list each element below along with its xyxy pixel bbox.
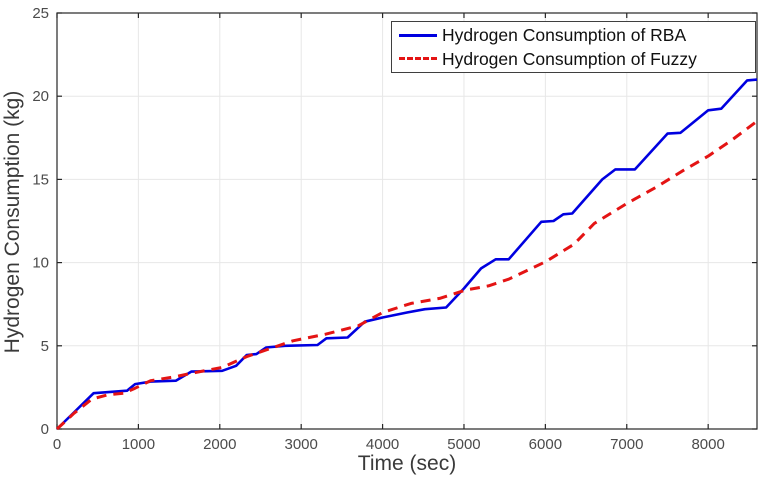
- y-tick-label-25: 25: [32, 5, 49, 22]
- x-tick-label-0: 0: [53, 436, 61, 453]
- y-tick-label-20: 20: [32, 88, 49, 105]
- legend-label-fuzzy: Hydrogen Consumption of Fuzzy: [442, 48, 697, 69]
- x-tick-label-8000: 8000: [691, 436, 724, 453]
- y-tick-label-10: 10: [32, 255, 49, 272]
- axes-box: [56, 12, 758, 430]
- x-axis-label: Time (sec): [357, 452, 457, 475]
- legend-label-rba: Hydrogen Consumption of RBA: [442, 25, 687, 46]
- y-tick-label-15: 15: [32, 171, 49, 188]
- legend-item-fuzzy: Hydrogen Consumption of Fuzzy: [399, 48, 749, 70]
- x-tick-label-1000: 1000: [122, 436, 155, 453]
- y-tick-label-5: 5: [41, 338, 49, 355]
- series-line-fuzzy: [55, 119, 758, 431]
- x-tick-label-7000: 7000: [610, 436, 643, 453]
- x-tick-label-4000: 4000: [366, 436, 399, 453]
- series-line-rba: [56, 78, 758, 430]
- x-tick-label-3000: 3000: [284, 436, 317, 453]
- legend: Hydrogen Consumption of RBA Hydrogen Con…: [391, 21, 756, 73]
- x-tick-label-2000: 2000: [203, 436, 236, 453]
- rba-line-swatch-icon: [399, 33, 437, 37]
- fuzzy-line-swatch-icon: [399, 57, 437, 61]
- legend-item-rba: Hydrogen Consumption of RBA: [399, 24, 749, 46]
- x-tick-label-5000: 5000: [447, 436, 480, 453]
- y-axis-label: Hydrogen Consumption (kg): [1, 90, 24, 354]
- y-tick-label-0: 0: [41, 421, 49, 438]
- x-tick-label-6000: 6000: [529, 436, 562, 453]
